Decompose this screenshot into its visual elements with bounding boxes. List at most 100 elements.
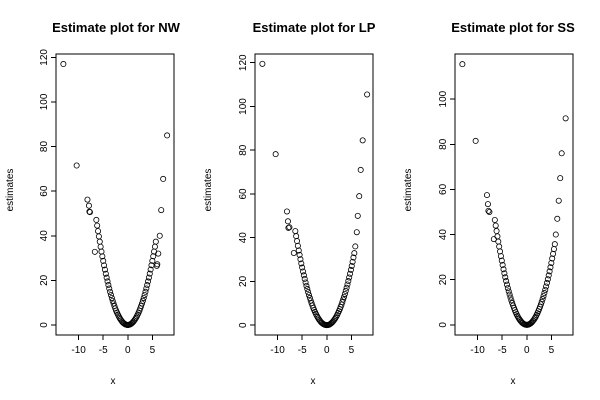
data-point bbox=[503, 278, 510, 285]
data-point bbox=[101, 266, 108, 273]
plot-frame bbox=[55, 53, 175, 336]
data-point bbox=[491, 216, 498, 223]
data-point bbox=[108, 294, 115, 301]
x-axis-label: x bbox=[511, 376, 516, 387]
data-point bbox=[502, 274, 509, 281]
chart-title: Estimate plot for NW bbox=[52, 20, 181, 35]
data-point bbox=[504, 285, 511, 292]
panel-lp: Estimate plot for LP x estimates -10 -5 0 5… bbox=[203, 20, 376, 387]
x-tick-label: 0 bbox=[125, 345, 131, 356]
data-point bbox=[498, 257, 505, 264]
y-tick-label: 20 bbox=[438, 274, 449, 286]
data-point bbox=[332, 314, 339, 321]
data-point bbox=[472, 137, 479, 144]
x-tick-label: -5 bbox=[298, 345, 307, 356]
data-point bbox=[543, 279, 550, 286]
data-point bbox=[531, 315, 538, 322]
data-point bbox=[537, 301, 544, 308]
x-tick-label: 0 bbox=[324, 345, 330, 356]
y-tick-label: 100 bbox=[39, 93, 50, 110]
data-point bbox=[352, 243, 359, 250]
y-tick-label: 60 bbox=[39, 185, 50, 197]
data-point bbox=[152, 238, 159, 245]
data-point bbox=[99, 253, 106, 260]
data-point bbox=[103, 274, 110, 281]
chart-title: Estimate plot for LP bbox=[253, 20, 376, 35]
data-point bbox=[102, 270, 109, 277]
data-point bbox=[547, 264, 554, 271]
data-point bbox=[483, 192, 490, 199]
data-point bbox=[538, 298, 545, 305]
data-point bbox=[160, 175, 167, 182]
data-point bbox=[501, 270, 508, 277]
x-tick-label: -10 bbox=[470, 345, 485, 356]
y-tick-label: 40 bbox=[438, 229, 449, 241]
x-tick-label: 5 bbox=[549, 345, 555, 356]
x-tick-label: 5 bbox=[150, 345, 156, 356]
data-point bbox=[506, 291, 513, 298]
x-tick-label: -10 bbox=[71, 345, 86, 356]
data-point bbox=[459, 61, 466, 68]
data-point bbox=[86, 209, 93, 216]
data-point bbox=[551, 241, 558, 248]
data-point bbox=[95, 228, 102, 235]
data-point bbox=[342, 287, 349, 294]
y-tick-label: 20 bbox=[238, 275, 249, 287]
data-point bbox=[305, 289, 312, 296]
data-point bbox=[101, 262, 108, 269]
x-axis-label: x bbox=[111, 376, 116, 387]
data-point bbox=[344, 281, 351, 288]
data-point bbox=[147, 266, 154, 273]
data-point bbox=[98, 248, 105, 255]
data-point bbox=[497, 253, 504, 260]
data-point bbox=[293, 233, 300, 240]
x-axis: -10 -5 0 5 bbox=[71, 335, 156, 356]
data-point bbox=[107, 288, 114, 295]
data-point bbox=[544, 276, 551, 283]
data-point bbox=[105, 282, 112, 289]
data-point bbox=[158, 207, 165, 214]
data-point bbox=[340, 296, 347, 303]
y-tick-label: 0 bbox=[39, 322, 50, 328]
data-point bbox=[492, 222, 499, 229]
y-axis-label: estimates bbox=[5, 169, 16, 212]
data-point bbox=[543, 283, 550, 290]
data-point bbox=[151, 243, 158, 250]
data-point bbox=[149, 257, 156, 264]
data-point bbox=[96, 238, 103, 245]
data-point bbox=[350, 254, 357, 261]
data-point bbox=[348, 262, 355, 269]
data-point bbox=[552, 231, 559, 238]
chart-title: Estimate plot for SS bbox=[451, 20, 575, 35]
data-point bbox=[106, 285, 113, 292]
data-point bbox=[343, 284, 350, 291]
data-point bbox=[354, 212, 361, 219]
data-point bbox=[84, 196, 91, 203]
data-points bbox=[60, 61, 171, 328]
data-point bbox=[296, 251, 303, 258]
y-tick-label: 60 bbox=[238, 188, 249, 200]
data-point bbox=[294, 238, 301, 245]
data-point bbox=[299, 264, 306, 271]
data-point bbox=[144, 282, 151, 289]
data-point bbox=[364, 91, 371, 98]
data-point bbox=[97, 243, 104, 250]
data-point bbox=[539, 296, 546, 303]
data-points bbox=[259, 60, 371, 329]
y-axis: 0 20 40 60 80 100 bbox=[438, 90, 455, 328]
data-point bbox=[145, 274, 152, 281]
data-point bbox=[357, 166, 364, 173]
data-point bbox=[545, 272, 552, 279]
x-tick-label: -10 bbox=[270, 345, 285, 356]
data-point bbox=[297, 256, 304, 263]
data-point bbox=[302, 279, 309, 286]
data-point bbox=[304, 286, 311, 293]
x-tick-label: 0 bbox=[524, 345, 530, 356]
data-point bbox=[73, 162, 80, 169]
data-point bbox=[555, 197, 562, 204]
data-point bbox=[507, 294, 514, 301]
data-point bbox=[508, 297, 515, 304]
y-axis-label: estimates bbox=[203, 169, 214, 212]
data-point bbox=[341, 290, 348, 297]
data-point bbox=[549, 255, 556, 262]
